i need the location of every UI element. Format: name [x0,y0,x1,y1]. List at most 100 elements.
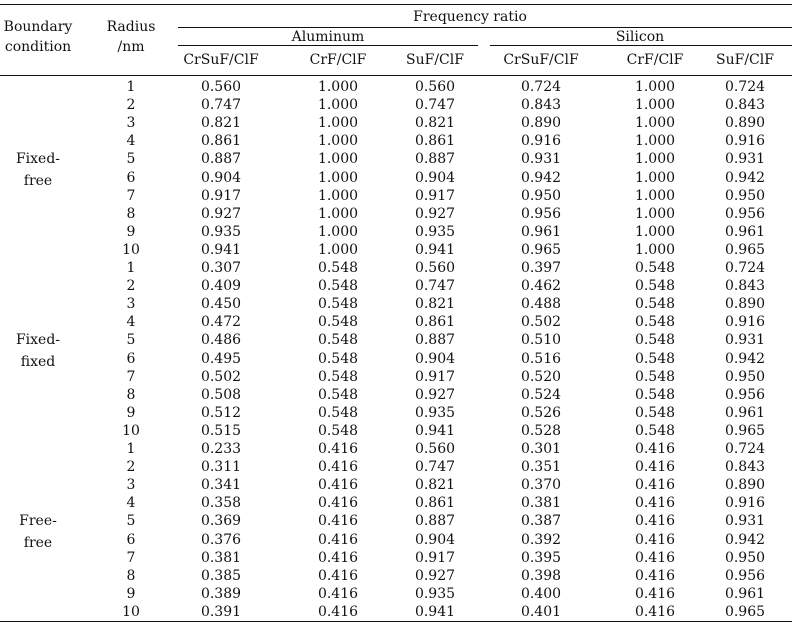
radius-cell: 2 [126,459,136,476]
value-cell: 0.548 [317,386,359,403]
value-cell: 0.398 [520,567,562,584]
value-cell: 0.508 [200,386,242,403]
value-cell: 0.747 [414,97,456,114]
value-cell: 0.916 [724,133,766,150]
radius-cell: 10 [122,603,140,620]
value-cell: 0.935 [200,223,242,240]
value-cell: 0.560 [200,79,242,95]
value-cell: 0.961 [724,223,766,240]
value-cell: 0.395 [520,549,562,566]
value-cell: 0.416 [634,441,676,457]
value-cell: 0.941 [414,241,456,258]
value-cell: 0.416 [317,459,359,476]
value-cell: 0.369 [200,513,242,530]
value-cell: 0.843 [724,278,766,295]
boundary-label-line2: free [23,173,53,189]
value-cell: 0.416 [317,603,359,620]
value-cell: 0.548 [634,278,676,295]
radius-cell: 4 [126,314,136,331]
value-cell: 0.950 [724,549,766,566]
radius-cell: 3 [126,477,136,494]
value-cell: 0.416 [317,567,359,584]
value-cell: 1.000 [634,133,676,150]
value-cell: 0.416 [634,459,676,476]
value-cell: 0.548 [634,368,676,385]
value-cell: 0.416 [634,603,676,620]
value-cell: 0.548 [317,314,359,331]
value-cell: 1.000 [317,205,359,222]
value-cell: 0.927 [200,205,242,222]
value-cell: 0.942 [724,169,766,186]
value-cell: 1.000 [317,97,359,114]
value-cell: 0.486 [200,332,242,349]
radius-cell: 6 [126,169,136,186]
value-cell: 0.724 [724,441,766,457]
aluminum-underline [178,45,478,46]
value-cell: 0.950 [724,368,766,385]
value-cell: 0.890 [520,115,562,132]
value-cell: 0.510 [520,332,562,349]
radius-cell: 7 [126,549,136,566]
value-cell: 0.416 [634,567,676,584]
value-cell: 0.724 [520,79,562,95]
radius-cell: 1 [126,79,136,95]
column-header: CrSuF/ClF [503,52,579,68]
value-cell: 0.520 [520,368,562,385]
value-cell: 0.965 [724,422,766,439]
value-cell: 1.000 [634,223,676,240]
boundary-label-line1: Fixed- [15,151,61,167]
value-cell: 0.956 [724,386,766,403]
value-cell: 0.358 [200,495,242,512]
boundary-condition-label: Fixed-free [0,148,76,192]
value-cell: 0.916 [724,495,766,512]
value-cell: 1.000 [317,169,359,186]
value-cell: 0.416 [634,495,676,512]
value-cell: 0.887 [414,513,456,530]
value-cell: 0.548 [634,296,676,313]
value-cell: 0.843 [724,97,766,114]
value-cell: 0.548 [317,350,359,367]
value-cell: 1.000 [634,115,676,132]
boundary-label-line2: fixed [20,354,56,370]
value-cell: 0.747 [414,278,456,295]
radius-cell: 1 [126,260,136,276]
radius-cell: 5 [126,332,136,349]
value-cell: 0.528 [520,422,562,439]
value-cell: 0.956 [724,205,766,222]
radius-cell: 4 [126,133,136,150]
radius-cell: 8 [126,386,136,403]
value-cell: 0.931 [724,151,766,168]
value-cell: 1.000 [634,187,676,204]
value-cell: 0.548 [634,404,676,421]
value-cell: 0.917 [200,187,242,204]
radius-cell: 9 [126,585,136,602]
value-cell: 0.515 [200,422,242,439]
boundary-label-line1: Free- [19,513,57,529]
value-cell: 0.502 [200,368,242,385]
value-cell: 0.548 [317,332,359,349]
value-cell: 0.821 [414,115,456,132]
value-cell: 0.351 [520,459,562,476]
value-cell: 0.392 [520,531,562,548]
frequency-ratio-header: Frequency ratio [413,9,527,25]
value-cell: 0.965 [724,241,766,258]
value-cell: 0.843 [724,459,766,476]
value-cell: 0.950 [520,187,562,204]
value-cell: 0.397 [520,260,562,276]
value-cell: 0.450 [200,296,242,313]
value-cell: 1.000 [317,223,359,240]
value-cell: 1.000 [634,97,676,114]
value-cell: 0.376 [200,531,242,548]
radius-cell: 8 [126,205,136,222]
value-cell: 0.409 [200,278,242,295]
value-cell: 0.387 [520,513,562,530]
value-cell: 0.548 [634,386,676,403]
boundary-header-line1: Boundary [3,19,73,35]
value-cell: 0.416 [634,585,676,602]
radius-cell: 5 [126,513,136,530]
radius-cell: 10 [122,241,140,258]
value-cell: 0.381 [200,549,242,566]
value-cell: 0.935 [414,585,456,602]
value-cell: 0.560 [414,79,456,95]
